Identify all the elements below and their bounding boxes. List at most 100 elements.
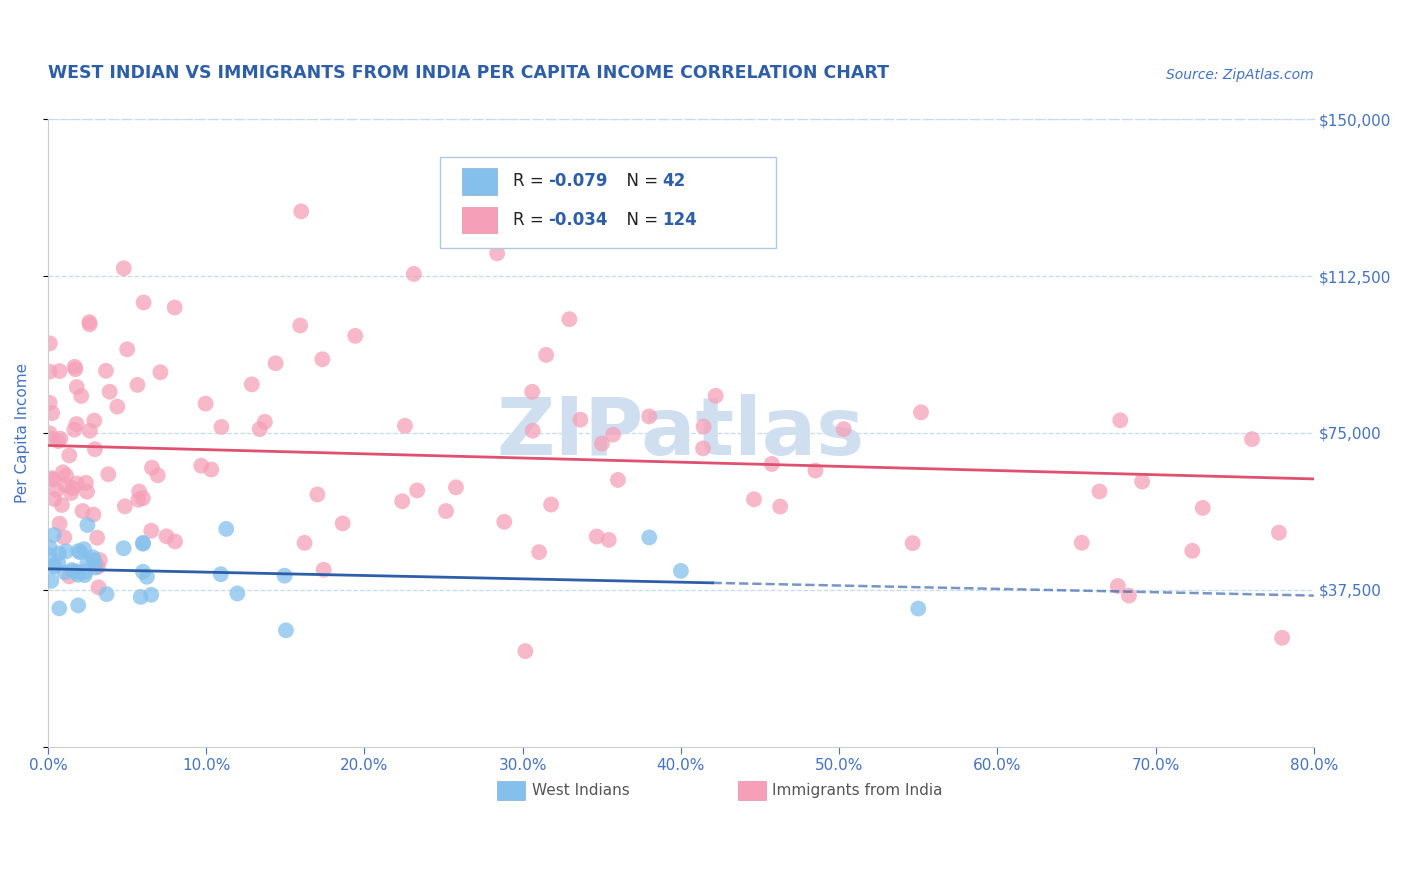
Point bbox=[127, 492, 149, 507]
Point bbox=[494, 515, 516, 529]
Point bbox=[288, 318, 311, 333]
Point bbox=[72, 504, 94, 518]
Point bbox=[141, 524, 163, 538]
Point bbox=[38, 336, 60, 351]
Point bbox=[39, 431, 62, 445]
Point bbox=[42, 558, 65, 573]
Point bbox=[1271, 631, 1294, 645]
Point bbox=[94, 364, 117, 378]
Point bbox=[79, 424, 101, 438]
Point bbox=[84, 560, 107, 574]
Point bbox=[63, 423, 86, 437]
Point bbox=[42, 528, 65, 542]
Point bbox=[274, 624, 297, 638]
Point bbox=[44, 491, 66, 506]
Point bbox=[1181, 543, 1204, 558]
FancyBboxPatch shape bbox=[738, 781, 766, 800]
Point bbox=[704, 389, 727, 403]
Point bbox=[638, 409, 661, 424]
Point bbox=[73, 568, 96, 582]
Point bbox=[132, 565, 155, 579]
Point bbox=[62, 481, 84, 495]
Point bbox=[311, 352, 333, 367]
Point bbox=[44, 559, 66, 574]
Point bbox=[58, 449, 80, 463]
Point bbox=[394, 418, 416, 433]
Point bbox=[307, 487, 329, 501]
Point bbox=[63, 359, 86, 374]
Point bbox=[60, 563, 83, 577]
Point bbox=[38, 548, 60, 562]
Text: Source: ZipAtlas.com: Source: ZipAtlas.com bbox=[1166, 68, 1313, 82]
Point bbox=[60, 486, 83, 500]
Point bbox=[669, 564, 692, 578]
Point bbox=[48, 516, 70, 531]
Point bbox=[769, 500, 792, 514]
Point bbox=[264, 356, 287, 370]
Point bbox=[141, 460, 163, 475]
Point bbox=[163, 301, 186, 315]
Point bbox=[73, 542, 96, 557]
Point bbox=[155, 529, 177, 543]
FancyBboxPatch shape bbox=[463, 207, 498, 234]
Point bbox=[444, 480, 467, 494]
Point bbox=[602, 427, 624, 442]
Point bbox=[48, 364, 70, 378]
Point bbox=[79, 315, 101, 329]
Point bbox=[96, 587, 118, 601]
Point bbox=[1130, 475, 1153, 489]
Point bbox=[76, 484, 98, 499]
Point bbox=[290, 204, 312, 219]
Point bbox=[38, 396, 60, 410]
Point bbox=[522, 424, 544, 438]
Point bbox=[515, 644, 537, 658]
Point bbox=[149, 365, 172, 379]
Point bbox=[527, 545, 550, 559]
Point bbox=[82, 508, 104, 522]
Point bbox=[585, 529, 607, 543]
Point bbox=[141, 588, 163, 602]
Text: N =: N = bbox=[616, 211, 664, 229]
Point bbox=[132, 536, 155, 550]
Point bbox=[406, 483, 429, 498]
Text: R =: R = bbox=[513, 172, 548, 190]
Point bbox=[1088, 484, 1111, 499]
FancyBboxPatch shape bbox=[498, 781, 526, 800]
Point bbox=[638, 531, 661, 545]
Point bbox=[38, 541, 60, 555]
Point bbox=[51, 498, 73, 512]
Text: West Indians: West Indians bbox=[531, 783, 630, 798]
Point bbox=[901, 536, 924, 550]
Point bbox=[66, 565, 89, 579]
Point bbox=[1107, 579, 1129, 593]
Point bbox=[163, 534, 186, 549]
Point bbox=[558, 312, 581, 326]
Point bbox=[907, 601, 929, 615]
Point bbox=[63, 565, 86, 579]
Point bbox=[344, 329, 367, 343]
Point bbox=[97, 467, 120, 482]
Point bbox=[65, 362, 87, 376]
Point bbox=[209, 567, 232, 582]
Point bbox=[569, 412, 592, 426]
Point bbox=[832, 422, 855, 436]
Text: -0.079: -0.079 bbox=[548, 172, 607, 190]
Point bbox=[128, 484, 150, 499]
Point bbox=[606, 473, 628, 487]
FancyBboxPatch shape bbox=[440, 157, 776, 248]
Point bbox=[66, 476, 89, 491]
Text: -0.034: -0.034 bbox=[548, 211, 607, 229]
Point bbox=[1191, 500, 1213, 515]
Point bbox=[135, 570, 157, 584]
Point bbox=[598, 533, 620, 547]
Point bbox=[226, 586, 249, 600]
Point bbox=[41, 406, 63, 420]
Point bbox=[46, 434, 69, 448]
Point bbox=[391, 494, 413, 508]
Point bbox=[434, 504, 457, 518]
Point bbox=[87, 580, 110, 594]
Point bbox=[69, 545, 91, 559]
Point bbox=[132, 295, 155, 310]
Point bbox=[294, 536, 316, 550]
Text: 124: 124 bbox=[662, 211, 697, 229]
